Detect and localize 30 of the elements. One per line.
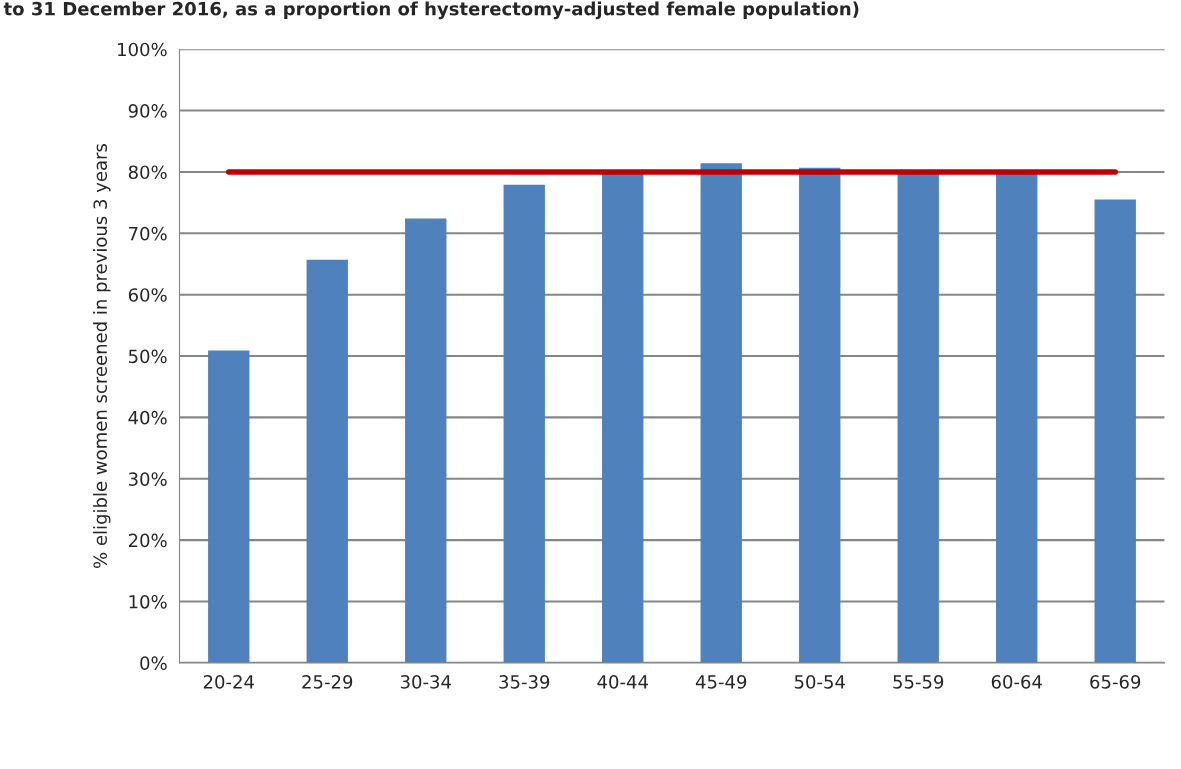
x-tick-label: 50-54 [794,675,845,689]
y-tick-label: 80% [128,165,167,180]
bar [799,167,841,663]
x-tick-label: 60-64 [991,675,1042,689]
x-tick-label: 20-24 [203,675,254,689]
x-tick-label: 25-29 [302,675,353,689]
y-tick-label: 50% [128,349,167,364]
x-tick-label: 45-49 [695,675,747,689]
bar [405,218,447,663]
y-axis-title: % eligible women screened in previous 3 years [93,143,111,568]
y-tick-label: 100% [118,42,167,57]
x-tick-label: 30-34 [400,675,451,689]
bar [503,184,545,663]
y-tick-label: 10% [129,594,167,609]
y-tick-label: 60% [128,288,167,302]
bar [700,163,742,663]
y-tick-label: 20% [128,533,167,548]
y-tick-label: 0% [140,656,167,670]
x-tick-label: 65-69 [1090,675,1141,689]
bar [208,350,250,663]
y-tick-label: 70% [129,226,167,241]
chart-title: to 31 December 2016, as a proportion of hysterectomy-adjusted female population) [3,1,859,20]
y-tick-label: 40% [128,410,167,425]
x-tick-label: 55-59 [893,675,944,689]
y-tick-label: 30% [128,472,167,486]
bar [1094,199,1136,663]
y-tick-label: 90% [128,104,167,118]
x-tick-label: 35-39 [499,675,550,689]
x-tick-label: 40-44 [597,675,648,689]
bar [306,259,348,663]
